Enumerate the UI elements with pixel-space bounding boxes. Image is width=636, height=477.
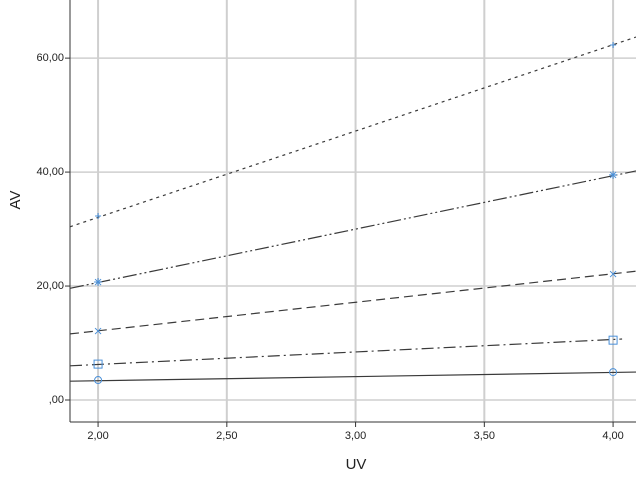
marker [93,359,103,369]
marker [95,212,102,219]
x-tick-label: 3,00 [345,430,366,442]
x-axis-label: UV [346,456,367,473]
y-tick-label: 20,00 [36,280,64,292]
marker [94,327,102,335]
fit-line [69,338,623,367]
marker [608,335,618,345]
marker [609,170,618,179]
marker-shape [95,212,102,219]
marker-shape [609,270,617,278]
marker-shape [94,278,103,287]
x-tick-label: 4,00 [602,430,623,442]
marker-shape [609,170,618,179]
marker [94,376,103,385]
marker-shape [608,335,618,345]
y-tick-label: ,00 [49,394,64,406]
x-tick-label: 2,00 [87,430,108,442]
marker-shape [94,327,102,335]
marker-shape [610,42,617,49]
marker-shape [94,376,103,385]
marker [609,270,617,278]
fit-line [69,270,636,335]
fit-line [69,170,636,289]
y-tick-label: 60,00 [36,52,64,64]
x-tick-label: 2,50 [216,430,237,442]
marker-shape [93,359,103,369]
x-tick-label: 3,50 [474,430,495,442]
marker [610,42,617,49]
marker [94,278,103,287]
fit-line [69,36,636,228]
fit-line [69,371,636,382]
marker-shape [609,368,618,377]
y-tick-label: 40,00 [36,166,64,178]
marker [609,368,618,377]
y-axis-label: AV [7,191,24,210]
